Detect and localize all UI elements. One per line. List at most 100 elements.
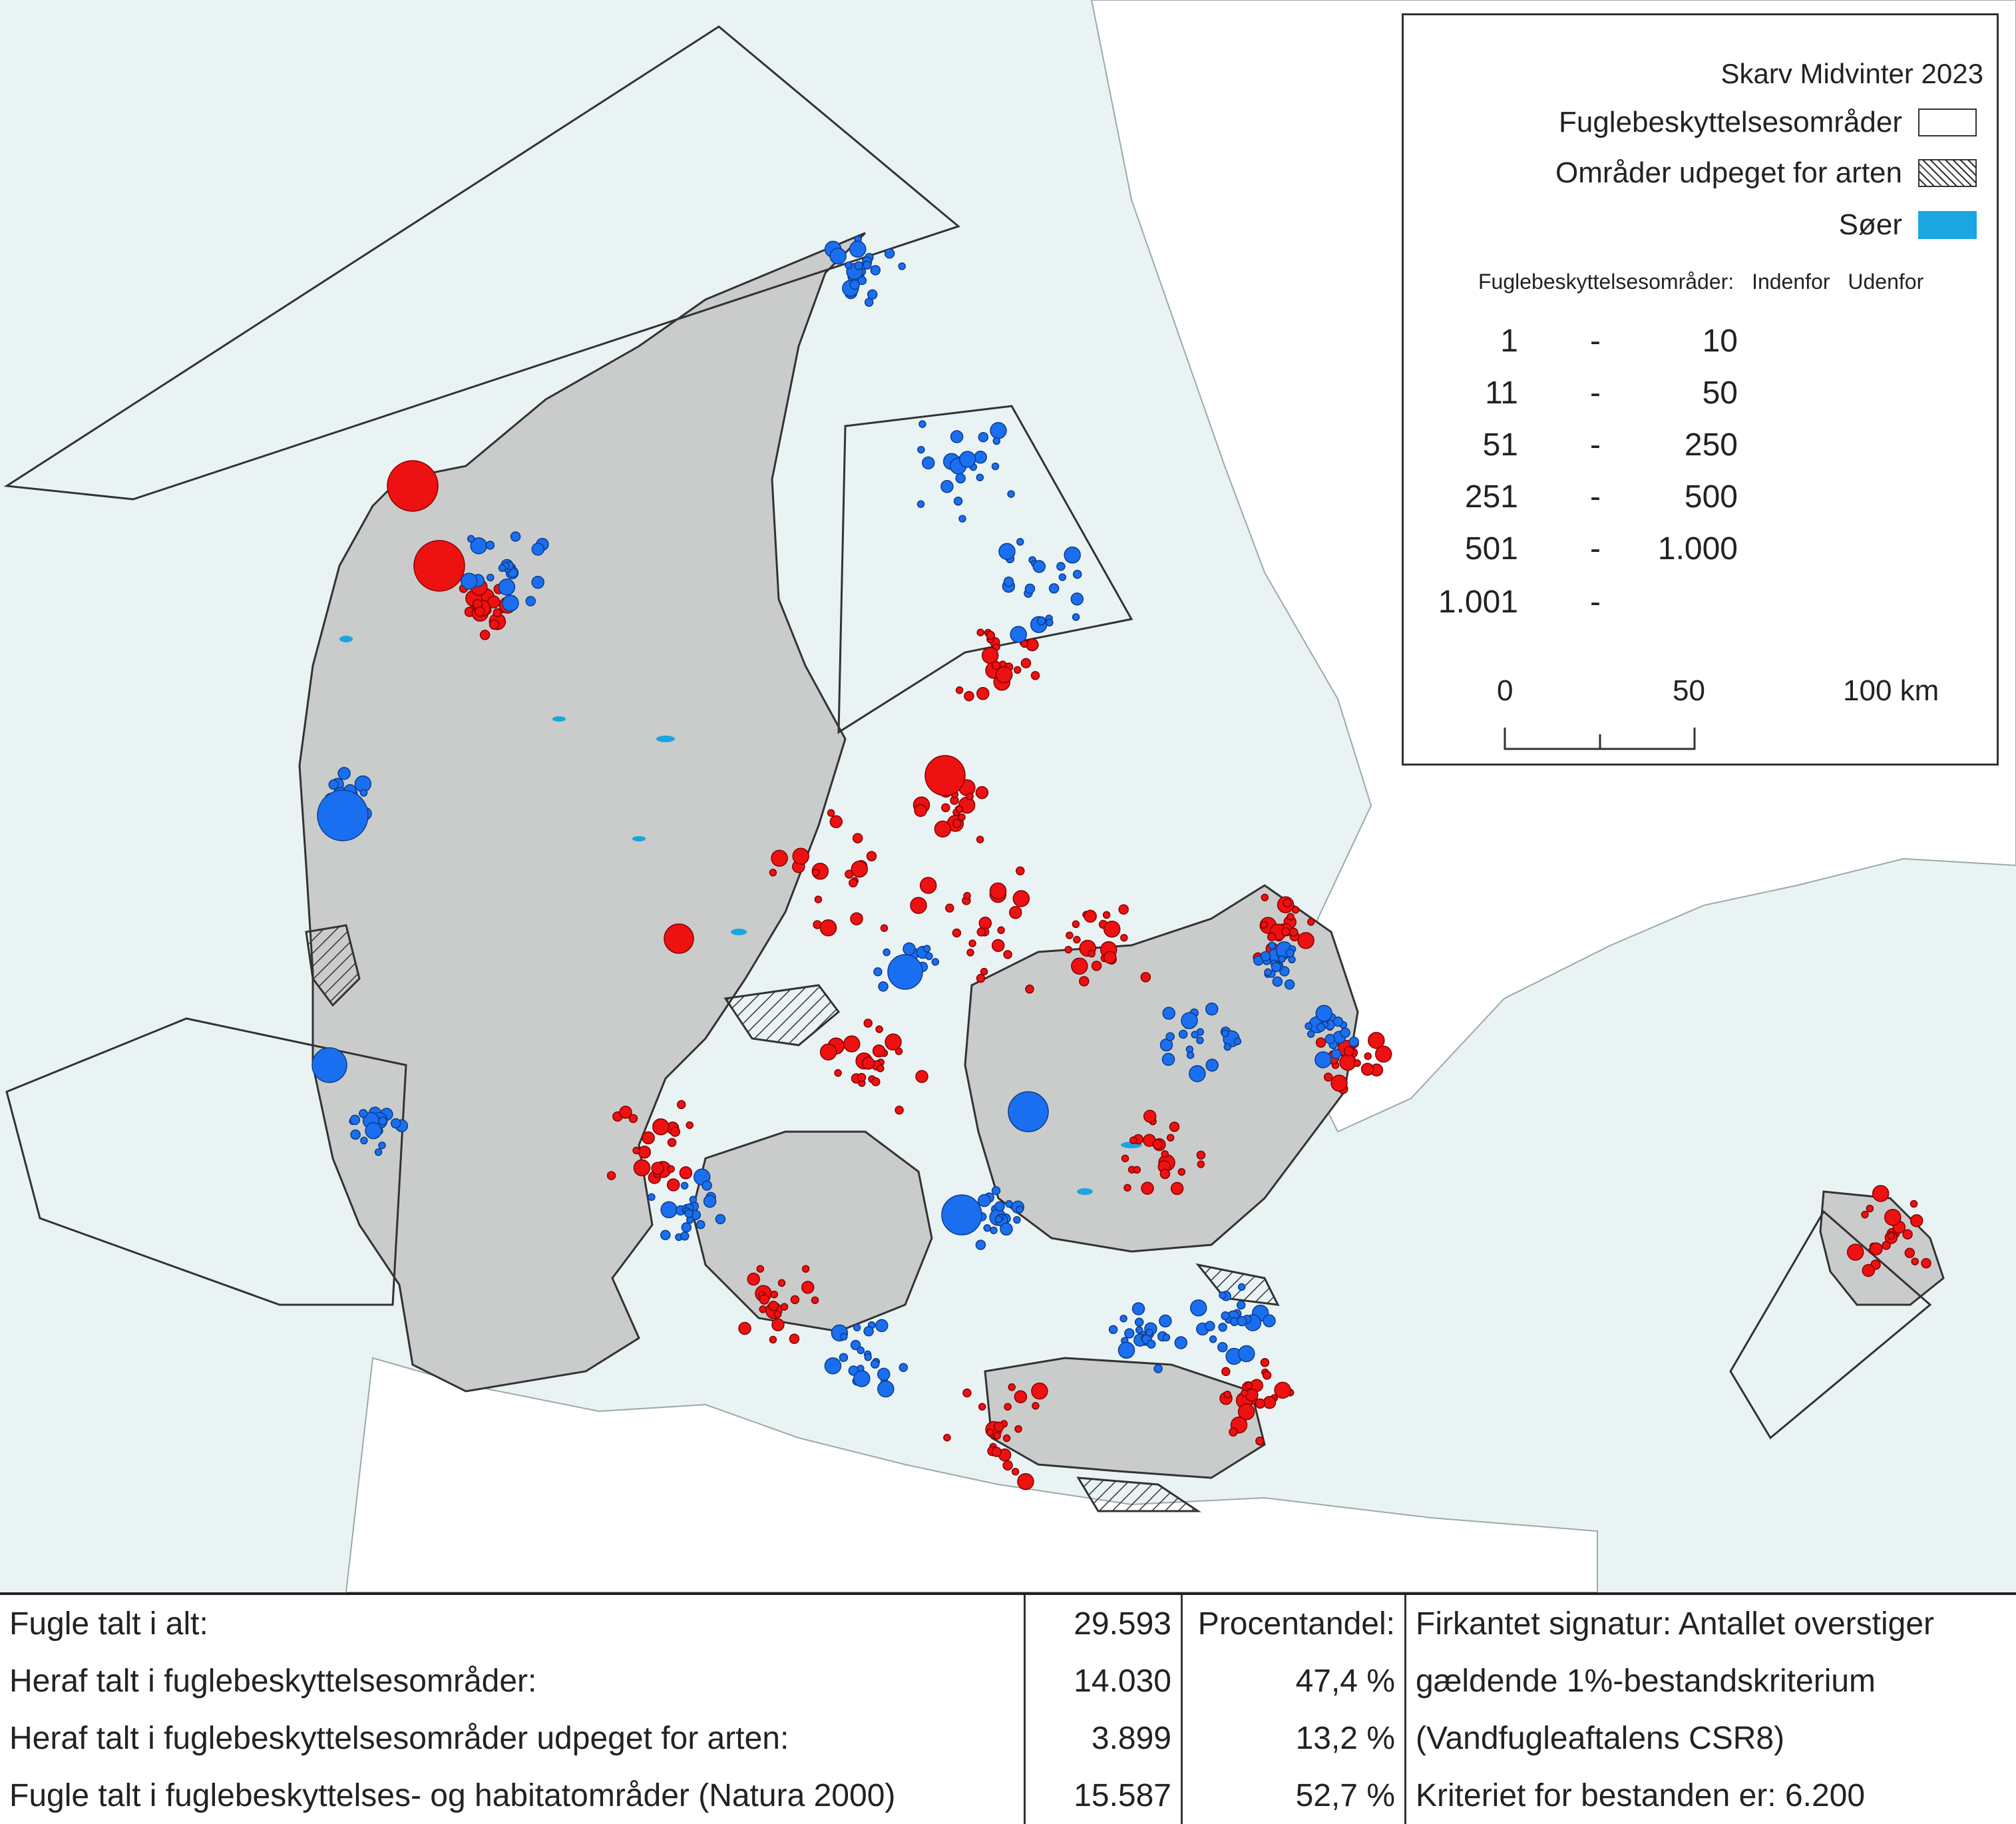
observation-dot-outside [968,939,976,947]
observation-dot-outside [991,939,1005,953]
observation-dot-outside [642,1131,655,1145]
observation-dot-inside [994,1201,1005,1212]
observation-dot-inside [1000,1222,1013,1236]
stats-note: Firkantet signatur: Antallet overstiger [1416,1606,1935,1642]
observation-dot-inside [1013,1216,1021,1224]
observation-dot-outside [1079,976,1090,987]
observation-dot-inside [867,289,878,300]
legend-item-designated: Områder udpeget for arten [1555,156,1977,190]
observation-dot-outside [1120,933,1128,942]
observation-dot-inside [978,1194,991,1208]
legend-title: Skarv Midvinter 2023 [1720,58,1983,89]
observation-dot-inside [1117,1341,1135,1359]
observation-dot-inside [1072,569,1082,579]
observation-dot-outside [493,608,503,618]
observation-dot-outside [619,1106,632,1119]
observation-dot-outside [1281,927,1291,937]
observation-dot-inside [925,952,933,961]
observation-dot-outside [827,809,835,817]
observation-dot-outside [1315,1037,1326,1048]
observation-dot-inside [863,1326,874,1337]
observation-dot-outside [872,1044,886,1058]
observation-dot-inside [1159,1314,1172,1328]
observation-dot-inside [365,1122,382,1140]
observation-dot-outside [1025,985,1034,994]
observation-dot-outside [1862,1263,1876,1277]
observation-dot-inside [1316,1023,1326,1032]
observation-dot-inside [1264,968,1272,977]
observation-dot-outside [1255,1436,1265,1446]
observation-dot-outside [1260,921,1268,929]
observation-dot-outside [1330,1074,1348,1092]
observation-dot-inside [531,543,545,556]
observation-dot-outside [819,1043,837,1060]
observation-dot-inside [328,779,339,790]
observation-dot-outside [811,1296,819,1304]
observation-dot-outside [976,687,990,700]
legend-symbols-1 [1776,318,1976,371]
observation-dot-outside [1307,918,1315,926]
observation-dot-outside [1013,666,1022,674]
observation-dot-outside [759,1294,770,1305]
observation-dot-outside [1255,1398,1266,1409]
observation-dot-inside [485,541,495,550]
observation-dot-inside [390,1118,401,1129]
observation-dot-outside [1031,1382,1048,1400]
observation-dot-outside [1066,931,1074,939]
observation-dot-outside [964,690,974,702]
observation-dot-inside [715,1214,726,1225]
observation-dot-inside [1161,1052,1175,1066]
observation-dot-outside [877,1064,885,1072]
observation-dot-outside [1012,890,1030,907]
observation-dot-outside [1196,1150,1206,1160]
observation-dot-outside [1170,1182,1184,1196]
observation-dot-outside [1104,951,1117,964]
stats-row: Heraf talt i fuglebeskyttelsesområder ud… [0,1710,2016,1767]
observation-dot-outside [924,755,966,796]
observation-dot-outside [1887,1232,1896,1240]
stats-pct: 13,2 % [1181,1710,1406,1767]
legend-class-6: 1.001- [1404,584,1997,630]
observation-dot-outside [851,860,868,878]
observation-dot-inside [864,1353,872,1361]
observation-dot-inside [374,1148,383,1156]
observation-dot-inside [1005,1200,1013,1208]
observation-dot-outside [919,877,937,894]
observation-dot-inside [703,1194,717,1208]
observation-dot-outside [952,819,962,828]
observation-dot-inside [702,1180,712,1191]
observation-dot-inside [1271,961,1282,973]
observation-dot-outside [651,1162,664,1175]
observation-dot-outside [769,1335,777,1344]
observation-dot-outside [863,1019,873,1028]
observation-dot-outside [1289,927,1299,937]
observation-dot-outside [1364,1052,1372,1060]
observation-dot-inside [857,276,867,286]
observation-dot-inside [958,451,976,468]
observation-dot-outside [1274,1381,1291,1399]
observation-dot-outside [1073,935,1081,944]
legend-symbols-4 [1776,473,1976,527]
observation-dot-inside [1036,616,1046,626]
observation-dot-outside [871,1077,881,1086]
observation-dot-outside [978,1403,986,1411]
observation-dot-inside [849,279,860,290]
observation-dot-outside [1159,1168,1171,1180]
observation-dot-outside [997,926,1005,935]
observation-dot-outside [885,1033,902,1051]
observation-dot-inside [461,572,478,590]
observation-dot-outside [1103,920,1121,938]
observation-dot-inside [878,981,889,992]
observation-dot-outside [1267,932,1277,942]
observation-dot-inside [1008,1091,1049,1132]
observation-dot-outside [1123,1184,1131,1192]
stats-value: 15.587 [1024,1767,1183,1824]
observation-dot-outside [934,820,952,838]
observation-dot-outside [801,1281,815,1294]
observation-dot-outside [852,833,863,843]
observation-dot-outside [834,1069,842,1077]
observation-dot-inside [660,1230,671,1241]
observation-dot-outside [771,849,788,867]
observation-dot-outside [479,630,491,640]
swatch-designated [1918,159,1977,187]
